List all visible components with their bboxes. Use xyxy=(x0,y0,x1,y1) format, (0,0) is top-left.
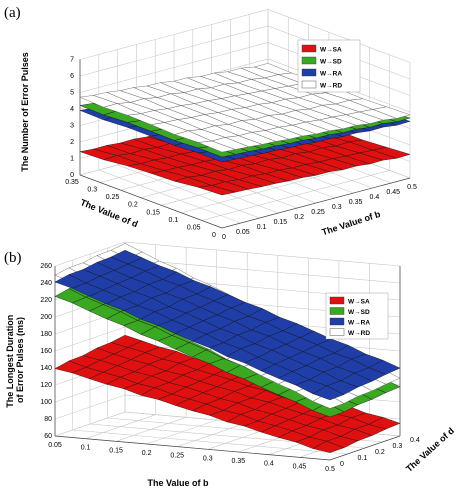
legend-label: W→RD xyxy=(320,83,342,90)
b-tick-label: 0.15 xyxy=(274,219,288,226)
panel-a-d-ticks: 0 0.05 0.1 0.15 0.2 0.25 0.3 0.35 xyxy=(65,179,216,239)
panel-b-b-title: The Value of b xyxy=(147,478,209,488)
panel-a-surfaces xyxy=(79,63,411,196)
d-tick-label: 0.1 xyxy=(358,455,368,462)
panel-a-b-ticks: 0 0.05 0.1 0.15 0.2 0.25 0.3 0.35 0.4 0.45 0.5 xyxy=(222,184,417,241)
b-tick-label: 0.4 xyxy=(370,194,380,201)
panel-a-legend: W→SA W→SD W→RA W→RD xyxy=(297,39,361,93)
d-tick-label: 0.3 xyxy=(393,443,403,450)
legend-swatch xyxy=(329,317,345,326)
panel-b-legend: W→SA W→SD W→RA W→RD xyxy=(325,292,389,340)
legend-label: W→SA xyxy=(348,299,370,306)
b-tick-label: 0.05 xyxy=(236,229,250,236)
panel-b-surfaces xyxy=(54,243,401,453)
z-tick-label: 120 xyxy=(40,382,52,389)
panel-a-b-title: The Value of b xyxy=(321,209,383,238)
b-tick-label: 0.35 xyxy=(232,458,246,465)
panel-b-z-title-line1: The Longest Duration xyxy=(5,315,15,408)
b-tick-label: 0.35 xyxy=(349,199,363,206)
legend-swatch xyxy=(301,80,317,89)
b-tick-label: 0.5 xyxy=(407,184,417,191)
b-tick-label: 0.05 xyxy=(48,442,62,449)
d-tick-label: 0 xyxy=(340,461,344,468)
b-tick-label: 0.25 xyxy=(311,209,325,216)
panel-b-z-title-line2: of Error Pulses (ms) xyxy=(15,317,25,403)
b-tick-label: 0.1 xyxy=(257,224,267,231)
legend-label: W→RD xyxy=(348,330,370,337)
d-tick-label: 0.2 xyxy=(128,202,138,209)
d-tick-label: 0 xyxy=(212,232,216,239)
z-tick-label: 4 xyxy=(70,106,74,113)
z-tick-label: 160 xyxy=(40,348,52,355)
z-tick-label: 200 xyxy=(40,314,52,321)
panel-b-z-ticks: 60 80 100 120 140 160 180 200 220 240 260 xyxy=(40,263,52,440)
legend-label: W→SD xyxy=(348,309,370,316)
panel-b-z-title: The Longest Duration of Error Pulses (ms… xyxy=(5,312,25,408)
panel-a-z-ticks: 0 1 2 3 4 5 6 7 xyxy=(70,57,74,180)
legend-label: W→SA xyxy=(320,47,342,54)
z-tick-label: 180 xyxy=(40,331,52,338)
z-tick-label: 0 xyxy=(70,172,74,179)
z-tick-label: 6 xyxy=(70,73,74,80)
panel-b-label: (b) xyxy=(4,250,22,266)
d-tick-label: 0.25 xyxy=(106,194,120,201)
d-tick-label: 0.4 xyxy=(410,437,420,444)
z-tick-label: 2 xyxy=(70,139,74,146)
panel-b-b-ticks: 0.05 0.1 0.15 0.2 0.25 0.3 0.35 0.4 0.45 0.5 xyxy=(48,442,335,473)
legend-swatch xyxy=(329,328,345,336)
b-tick-label: 0.45 xyxy=(293,463,307,470)
d-tick-label: 0.15 xyxy=(146,209,160,216)
panel-a-z-title: The Number of Error Pulses xyxy=(20,52,30,172)
legend-swatch xyxy=(301,68,317,77)
b-tick-label: 0.5 xyxy=(325,466,335,473)
d-tick-label: 0.2 xyxy=(375,449,385,456)
panel-b: (b) 60 80 100 120 140 160 180 200 220 240 260 0.05… xyxy=(4,241,456,488)
z-tick-label: 3 xyxy=(70,123,74,130)
z-tick-label: 240 xyxy=(40,280,52,287)
z-tick-label: 1 xyxy=(70,156,74,163)
z-tick-label: 140 xyxy=(40,365,52,372)
b-tick-label: 0.25 xyxy=(170,453,184,460)
b-tick-label: 0.2 xyxy=(294,214,304,221)
z-tick-label: 7 xyxy=(70,57,74,64)
surface-4 xyxy=(79,63,411,153)
b-tick-label: 0.1 xyxy=(81,445,91,452)
z-tick-label: 5 xyxy=(70,90,74,97)
b-tick-label: 0.2 xyxy=(142,450,152,457)
panel-b-d-ticks: 0 0.1 0.2 0.3 0.4 xyxy=(340,437,420,468)
d-tick-label: 0.05 xyxy=(187,224,201,231)
b-tick-label: 0.4 xyxy=(264,461,274,468)
legend-label: W→RA xyxy=(348,320,370,327)
d-tick-label: 0.3 xyxy=(87,187,97,194)
z-tick-label: 100 xyxy=(40,399,52,406)
panel-b-d-title: The Value of d xyxy=(404,426,456,474)
surface-3 xyxy=(54,249,401,401)
legend-swatch xyxy=(301,56,317,65)
b-tick-label: 0.3 xyxy=(203,455,213,462)
legend-swatch xyxy=(301,44,317,53)
b-tick-label: 0.15 xyxy=(109,447,123,454)
b-tick-label: 0.45 xyxy=(386,189,400,196)
legend-label: W→SD xyxy=(320,59,342,66)
d-tick-label: 0.1 xyxy=(169,217,179,224)
z-tick-label: 220 xyxy=(40,297,52,304)
panel-a-label: (a) xyxy=(4,5,21,21)
b-tick-label: 0.3 xyxy=(332,204,342,211)
z-tick-label: 60 xyxy=(44,433,52,440)
d-tick-label: 0.35 xyxy=(65,179,79,186)
z-tick-label: 260 xyxy=(40,263,52,270)
b-tick-label: 0 xyxy=(222,234,226,241)
legend-label: W→RA xyxy=(320,71,342,78)
z-tick-label: 80 xyxy=(44,416,52,423)
legend-swatch xyxy=(329,296,345,305)
legend-swatch xyxy=(329,307,345,315)
